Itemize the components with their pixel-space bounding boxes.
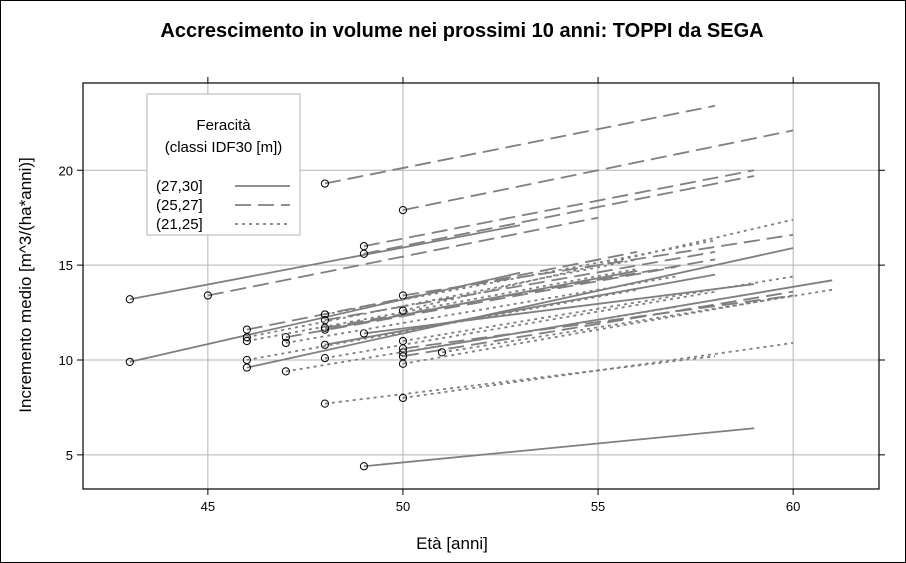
data-point bbox=[437, 348, 447, 357]
series-line bbox=[402, 290, 794, 358]
data-point bbox=[398, 336, 408, 346]
series-line bbox=[402, 342, 794, 399]
series-line bbox=[363, 175, 755, 255]
data-point bbox=[320, 340, 330, 349]
legend-title: (classi IDF30 [m]) bbox=[165, 139, 283, 156]
series-line bbox=[246, 268, 638, 342]
data-point bbox=[359, 462, 369, 471]
x-tick-label: 50 bbox=[396, 499, 410, 514]
data-point bbox=[203, 291, 212, 300]
data-point bbox=[398, 393, 408, 403]
series-line bbox=[324, 273, 716, 346]
series-line bbox=[402, 275, 794, 342]
series-line bbox=[324, 239, 716, 316]
series-line bbox=[441, 288, 833, 354]
data-point bbox=[398, 359, 408, 368]
series-line bbox=[402, 129, 794, 211]
data-point bbox=[125, 295, 134, 304]
data-point bbox=[242, 355, 251, 365]
x-tick-label: 45 bbox=[201, 499, 215, 514]
x-tick-label: 55 bbox=[591, 499, 605, 514]
series-line bbox=[129, 224, 521, 301]
data-point bbox=[242, 336, 251, 346]
y-tick-label: 15 bbox=[59, 258, 73, 273]
plot-area bbox=[82, 82, 880, 490]
legend-label: (21,25] bbox=[156, 216, 203, 233]
series-line bbox=[246, 288, 638, 361]
series-0 bbox=[125, 224, 833, 471]
x-tick-label: 60 bbox=[786, 499, 800, 514]
series-line bbox=[324, 269, 638, 331]
series-line bbox=[324, 250, 716, 322]
series-line bbox=[402, 294, 794, 350]
data-point bbox=[320, 310, 330, 319]
data-point bbox=[398, 206, 408, 215]
data-point bbox=[398, 306, 408, 315]
x-axis-label: Età [anni] bbox=[416, 534, 488, 553]
data-point bbox=[320, 399, 330, 408]
series-line bbox=[324, 104, 716, 185]
data-point bbox=[242, 333, 251, 342]
series-layer bbox=[125, 104, 833, 471]
y-axis-label: Incremento medio [m^3/(ha*anni)] bbox=[16, 157, 35, 413]
series-line bbox=[246, 247, 794, 369]
data-point bbox=[281, 333, 291, 342]
legend-box bbox=[146, 93, 301, 236]
series-1 bbox=[203, 104, 794, 361]
y-tick-label: 10 bbox=[59, 353, 73, 368]
data-point bbox=[320, 323, 330, 332]
legend-label: (27,30] bbox=[156, 178, 203, 195]
series-line bbox=[285, 275, 677, 344]
data-point bbox=[125, 357, 134, 366]
data-point bbox=[320, 179, 330, 188]
chart-title: Accrescimento in volume nei prossimi 10 … bbox=[160, 20, 763, 42]
data-point bbox=[320, 353, 330, 363]
series-line bbox=[246, 250, 638, 331]
legend-title: Feracità bbox=[196, 117, 251, 134]
series-line bbox=[207, 216, 599, 297]
series-line bbox=[285, 266, 677, 339]
series-2 bbox=[242, 218, 833, 408]
series-line bbox=[324, 258, 716, 329]
series-line bbox=[246, 258, 638, 339]
legend: Feracità (classi IDF30 [m]) (27,30] (25,27]… bbox=[146, 93, 301, 236]
data-point bbox=[359, 249, 369, 258]
series-line bbox=[324, 355, 716, 405]
legend-label: (25,27] bbox=[156, 197, 203, 214]
data-point bbox=[281, 367, 291, 376]
series-line bbox=[363, 169, 755, 248]
y-tick-label: 5 bbox=[66, 448, 73, 463]
series-line bbox=[363, 427, 755, 468]
data-point bbox=[281, 338, 291, 348]
series-line bbox=[324, 290, 716, 359]
series-line bbox=[285, 305, 677, 373]
series-line bbox=[402, 294, 794, 365]
y-tick-label: 20 bbox=[59, 163, 73, 178]
axis-ticks: 45 50 55 60 5 10 15 20 bbox=[59, 77, 885, 514]
series-line bbox=[402, 233, 794, 297]
